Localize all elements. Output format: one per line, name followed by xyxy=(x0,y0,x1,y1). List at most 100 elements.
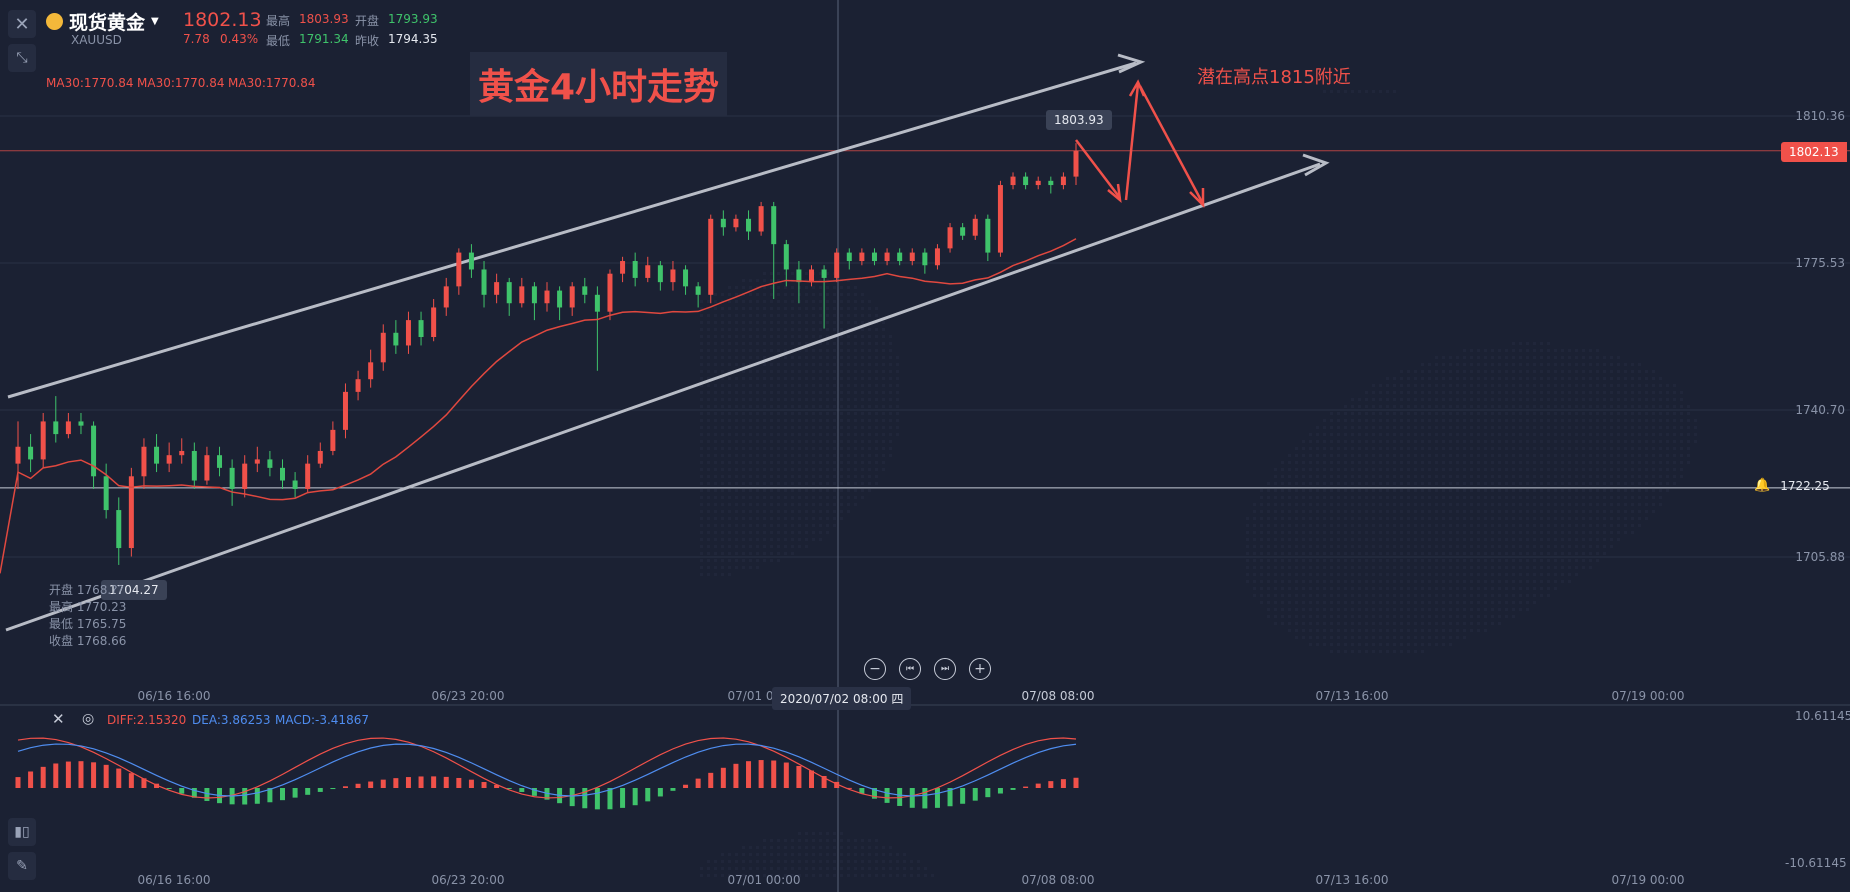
crosshair-price-tag: 🔔 1722.25 xyxy=(1754,478,1830,493)
macd-bar xyxy=(53,763,59,788)
candle-body xyxy=(657,265,663,283)
macd-bar xyxy=(405,777,411,788)
close-chart-button[interactable]: ✕ xyxy=(8,10,36,38)
macd-bar xyxy=(1073,777,1079,788)
candle-body xyxy=(557,290,563,308)
projection-arrowhead-1 xyxy=(1107,183,1122,203)
candle-body xyxy=(481,269,487,295)
symbol-code: XAUUSD xyxy=(71,33,122,47)
low-price-tag: 1704.27 xyxy=(101,580,167,600)
macd-bar xyxy=(254,788,260,804)
zoom-in-button[interactable]: + xyxy=(969,658,991,680)
macd-bar xyxy=(972,788,978,801)
macd-settings-button[interactable]: ◎ xyxy=(82,711,94,727)
macd-bar xyxy=(909,788,915,808)
macd-bar xyxy=(997,788,1003,794)
candle-body xyxy=(846,252,852,262)
candle-body xyxy=(280,467,285,481)
macd-close-button[interactable]: ✕ xyxy=(52,710,65,728)
candle-body xyxy=(342,391,348,430)
x-tick-label: 07/19 00:00 xyxy=(1612,689,1685,703)
candle-body xyxy=(91,425,97,477)
macd-bar xyxy=(960,788,966,804)
macd-bar xyxy=(519,788,525,792)
macd-bar xyxy=(569,788,575,807)
macd-bar xyxy=(65,761,71,788)
candle-body xyxy=(859,252,865,262)
collapse-button[interactable]: ⤡ xyxy=(8,44,36,72)
channel-lower-line xyxy=(5,162,1321,632)
plus-icon: + xyxy=(974,661,986,677)
candle-body xyxy=(443,286,449,308)
symbol-name: 现货黄金 xyxy=(69,12,146,34)
gold-coin-icon xyxy=(46,13,63,30)
candle-body xyxy=(53,421,59,435)
macd-bar xyxy=(28,771,34,788)
macd-bar xyxy=(821,775,827,788)
macd-bar xyxy=(846,787,852,789)
macd-bar xyxy=(834,781,840,788)
ohlc-close: 收盘 1768.66 xyxy=(49,634,127,648)
candle-body xyxy=(204,455,210,481)
macd-axis-top: 10.61145 xyxy=(1795,709,1850,723)
macd-bar xyxy=(683,784,689,788)
zoom-out-button[interactable]: − xyxy=(864,658,886,680)
candle-body xyxy=(985,218,991,253)
open-value: 1793.93 xyxy=(388,12,438,26)
macd-bar xyxy=(947,788,953,807)
scroll-start-button[interactable]: ⏮ xyxy=(899,658,921,680)
macd-bar xyxy=(934,788,940,808)
macd-bar xyxy=(531,788,537,796)
macd-bar xyxy=(720,767,726,788)
candle-body xyxy=(179,450,185,456)
eye-icon: ◎ xyxy=(82,711,95,727)
prev-close-value: 1794.35 xyxy=(388,32,438,46)
candle-body xyxy=(771,206,777,245)
candle-body xyxy=(569,286,575,308)
symbol-selector[interactable]: 现货黄金 ▼ xyxy=(46,8,159,35)
high-value: 1803.93 xyxy=(299,12,349,26)
macd-bar xyxy=(859,788,865,794)
chart-title: 黄金4小时走势 xyxy=(470,52,728,116)
candle-body xyxy=(884,252,890,262)
candle-body xyxy=(292,480,298,489)
macd-bar xyxy=(1023,786,1029,788)
ma-label-2: MA30:1770.84 xyxy=(137,76,225,90)
candle-body xyxy=(947,227,953,249)
ohlc-low: 最低 1765.75 xyxy=(49,617,127,631)
candle-body xyxy=(1060,176,1066,186)
macd-bar xyxy=(922,788,928,809)
bell-icon[interactable]: 🔔 xyxy=(1754,478,1771,493)
projection-down-1 xyxy=(1075,139,1121,199)
macd-bar xyxy=(796,765,802,788)
candle-body xyxy=(166,455,172,464)
candle-body xyxy=(607,273,613,312)
indicator-tool-button[interactable]: ▮▯ xyxy=(8,818,36,846)
candle-body xyxy=(229,467,235,489)
candle-body xyxy=(78,421,84,426)
draw-tool-button[interactable]: ✎ xyxy=(8,852,36,880)
macd-bar xyxy=(355,783,361,788)
macd-bar xyxy=(166,788,172,789)
candle-body xyxy=(254,459,260,464)
candle-body xyxy=(431,307,437,338)
macd-bar xyxy=(708,772,714,788)
macd-bar xyxy=(1060,779,1066,788)
macd-bar xyxy=(431,776,437,788)
macd-x-tick-label: 07/13 16:00 xyxy=(1316,873,1389,887)
macd-bar xyxy=(758,760,764,788)
macd-bar xyxy=(783,762,789,788)
last-price: 1802.13 xyxy=(183,9,262,31)
candle-body xyxy=(128,476,134,549)
candle-body xyxy=(897,252,903,262)
candle-body xyxy=(330,429,336,451)
macd-bar xyxy=(1010,788,1016,790)
low-label: 最低 xyxy=(266,34,291,48)
candle-body xyxy=(708,218,714,295)
macd-diff: DIFF:2.15320 xyxy=(107,713,187,727)
candle-body xyxy=(972,218,978,236)
y-tick-label: 1705.88 xyxy=(1795,550,1845,564)
candle-body xyxy=(305,463,311,489)
candle-body xyxy=(683,269,689,287)
scroll-end-button[interactable]: ⏭ xyxy=(934,658,956,680)
